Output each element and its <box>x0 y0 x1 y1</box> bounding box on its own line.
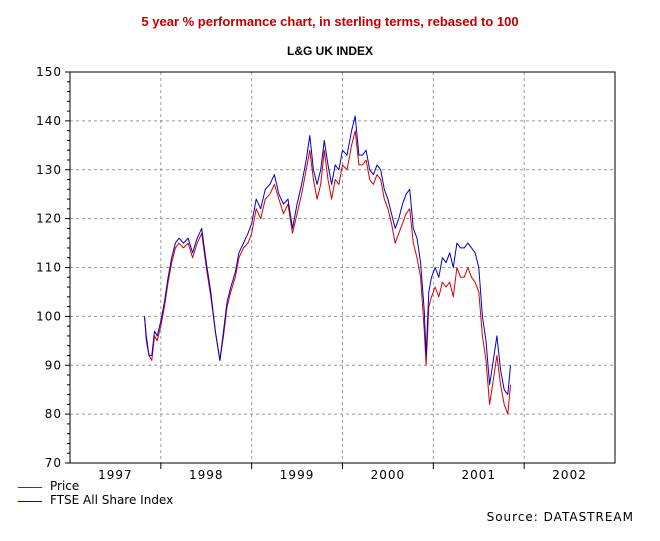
legend-item-ftse: FTSE All Share Index <box>18 493 173 507</box>
x-tick-label: 1997 <box>98 468 133 482</box>
y-tick-label: 110 <box>36 261 62 275</box>
y-axis: 70 80 90 100 110 120 130 140 150 <box>36 65 70 470</box>
source-note: Source: DATASTREAM <box>486 510 634 524</box>
legend-swatch-ftse <box>18 500 42 502</box>
y-tick-label: 70 <box>45 456 62 470</box>
legend: Price FTSE All Share Index <box>18 479 173 507</box>
x-tick-label: 2001 <box>461 468 496 482</box>
x-tick-label: 1999 <box>280 468 315 482</box>
y-tick-label: 150 <box>36 65 62 79</box>
y-tick-label: 140 <box>36 114 62 128</box>
ftse-line <box>144 115 511 396</box>
legend-label-ftse: FTSE All Share Index <box>50 493 174 507</box>
x-tick-label: 2002 <box>552 468 587 482</box>
grid-lines <box>70 72 615 463</box>
x-tick-label: 2000 <box>371 468 406 482</box>
x-tick-label: 1998 <box>189 468 224 482</box>
x-axis: 1997 1998 1999 2000 2001 2002 <box>98 463 587 482</box>
y-tick-label: 120 <box>36 212 62 226</box>
legend-item-price: Price <box>18 479 173 493</box>
y-tick-label: 90 <box>45 358 62 372</box>
chart-title: 5 year % performance chart, in sterling … <box>141 14 519 29</box>
y-tick-label: 100 <box>36 309 62 323</box>
plot-frame <box>69 71 616 464</box>
legend-swatch-price <box>18 486 42 488</box>
chart-subtitle: L&G UK INDEX <box>286 44 373 58</box>
price-line <box>144 130 511 415</box>
legend-label-price: Price <box>50 479 80 493</box>
series-lines <box>144 115 511 415</box>
y-tick-label: 130 <box>36 163 62 177</box>
y-tick-label: 80 <box>45 407 62 421</box>
